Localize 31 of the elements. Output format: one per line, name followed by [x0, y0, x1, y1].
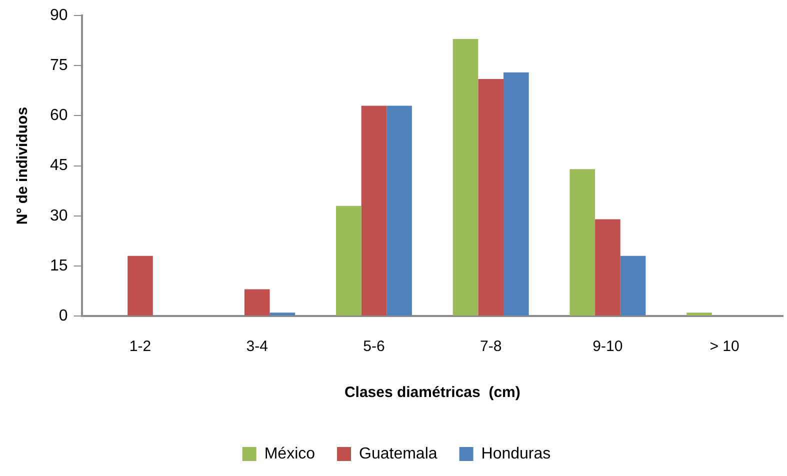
legend-label: México: [264, 445, 316, 462]
bar: [620, 256, 646, 316]
bar: [503, 72, 529, 316]
y-tick-label: 60: [50, 107, 68, 124]
x-axis-title: Clases diamétricas (cm): [344, 384, 520, 402]
bar: [386, 106, 412, 316]
bar: [452, 38, 478, 316]
y-tick-label: 0: [58, 307, 68, 324]
bar: [270, 312, 296, 316]
y-tick-label: 75: [50, 57, 68, 74]
bar: [336, 206, 362, 316]
bar: [478, 79, 504, 316]
y-tick-label: 15: [50, 257, 68, 274]
bar: [570, 169, 596, 316]
bar: [128, 256, 153, 316]
y-tick-label: 90: [50, 7, 68, 24]
legend-label: Guatemala: [359, 445, 438, 462]
bar: [595, 219, 620, 316]
legend-label: Honduras: [481, 445, 551, 462]
x-tick-label: 9-10: [592, 338, 623, 356]
bar: [361, 106, 387, 316]
bar: [244, 289, 270, 316]
y-tick-label: 45: [50, 157, 68, 174]
x-tick-label: 3-4: [246, 338, 268, 356]
x-tick-label: 5-6: [363, 338, 385, 356]
bar: [686, 312, 712, 316]
y-tick-label: 30: [50, 207, 68, 224]
x-tick-label: > 10: [710, 338, 740, 356]
x-tick-label: 7-8: [480, 338, 502, 356]
x-tick-label: 1-2: [129, 338, 152, 356]
y-axis-title: N° de individuos: [14, 106, 32, 225]
